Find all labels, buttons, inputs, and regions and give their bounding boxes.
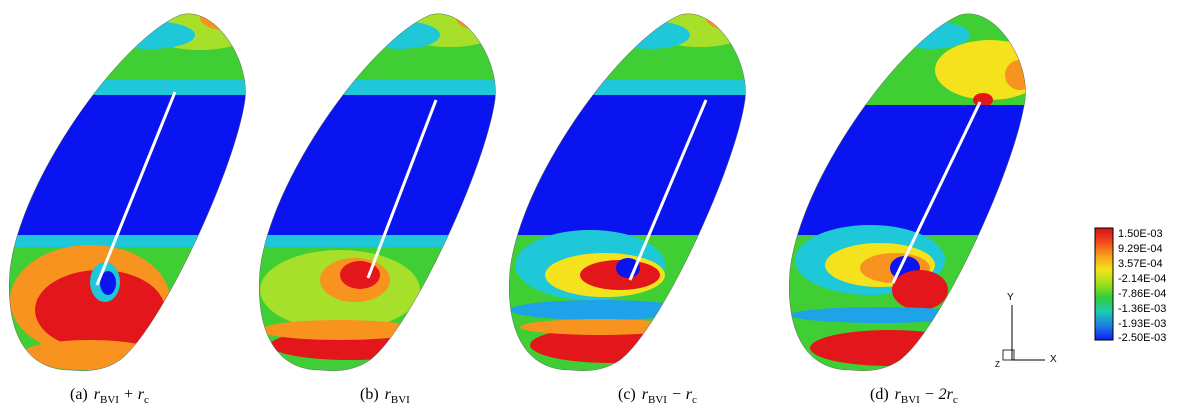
caption-symbol: r — [93, 386, 100, 403]
colorbar — [1094, 227, 1114, 341]
contour-outline-c — [509, 13, 746, 371]
legend-tick-1: 9.29E-04 — [1118, 243, 1163, 255]
caption-c: (c) rBVI − rc — [618, 386, 697, 406]
caption-term-subscript: c — [143, 394, 149, 407]
legend-tick-4: -7.86E-04 — [1118, 288, 1167, 300]
contour-outline-a — [9, 13, 246, 371]
caption-label: (a) — [70, 386, 88, 403]
caption-term-subscript: c — [691, 394, 697, 407]
caption-label: (b) — [360, 386, 379, 403]
contour-panel-c — [509, 13, 746, 371]
caption-d: (d) rBVI − 2rc — [870, 386, 958, 406]
caption-subscript: BVI — [900, 394, 920, 407]
caption-b: (b) rBVI — [360, 386, 410, 406]
caption-term: + r — [118, 386, 144, 403]
caption-symbol: r — [894, 386, 901, 403]
axis-triad — [1002, 305, 1045, 361]
caption-symbol: r — [384, 386, 391, 403]
contour-outline-d — [789, 13, 1026, 371]
caption-term: − r — [666, 386, 692, 403]
contour-panel-a — [9, 13, 246, 371]
legend-tick-6: -1.93E-03 — [1118, 318, 1167, 330]
contour-panel-d — [789, 13, 1026, 371]
caption-label: (d) — [870, 386, 889, 403]
caption-symbol: r — [641, 386, 648, 403]
caption-subscript: BVI — [390, 394, 410, 407]
legend-tick-3: -2.14E-04 — [1118, 273, 1167, 285]
legend-tick-7: -2.50E-03 — [1118, 332, 1167, 344]
legend-tick-5: -1.36E-03 — [1118, 303, 1167, 315]
caption-subscript: BVI — [648, 394, 667, 407]
caption-subscript: BVI — [100, 394, 119, 407]
axis-label-z: Z — [995, 360, 1000, 369]
legend-tick-0: 1.50E-03 — [1118, 228, 1163, 240]
caption-label: (c) — [618, 386, 636, 403]
contour-panel-b — [259, 13, 496, 371]
legend-tick-2: 3.57E-04 — [1118, 258, 1163, 270]
caption-term-subscript: c — [952, 394, 958, 407]
caption-a: (a) rBVI + rc — [70, 386, 149, 406]
caption-term: − 2r — [919, 386, 953, 403]
axis-label-y: Y — [1007, 292, 1014, 303]
axis-label-x: X — [1050, 354, 1057, 365]
contour-outline-b — [259, 13, 496, 371]
